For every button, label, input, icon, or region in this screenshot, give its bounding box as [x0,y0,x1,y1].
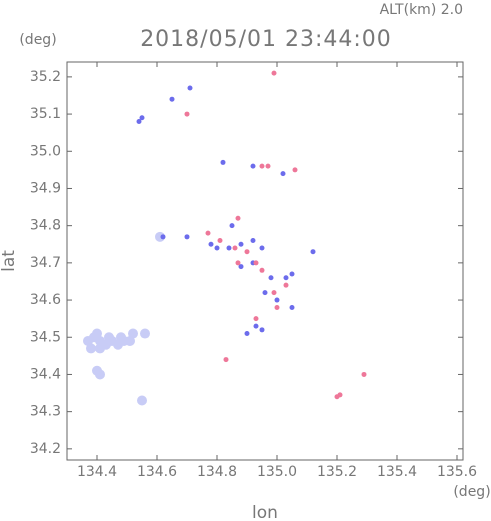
x-axis-label: lon [252,503,278,521]
x-tick-label: 135.4 [377,464,417,480]
y-tick-label: 35.1 [30,106,61,122]
y-unit: (deg) [19,32,56,48]
radar-echo [95,343,105,354]
x-tick-label: 135.0 [257,464,297,480]
radar-echo [217,238,223,244]
radar-echo [86,343,96,354]
radar-echo [268,275,274,281]
radar-echo [250,163,256,169]
radar-echo [226,245,232,251]
radar-echo [235,260,241,266]
y-tick-label: 34.8 [30,218,61,234]
radar-echo [214,245,220,251]
radar-echo [310,249,316,255]
x-tick-label: 135.6 [437,464,477,480]
radar-echo [283,275,289,281]
x-tick-label: 135.2 [317,464,357,480]
radar-echo [95,369,105,380]
radar-echo [259,327,265,333]
x-tick-label: 134.4 [77,464,117,480]
radar-echo [274,297,280,303]
radar-echo [235,215,241,221]
radar-echo [169,96,175,102]
radar-echo [253,316,259,322]
radar-echo [259,245,265,251]
radar-echo [265,163,271,169]
radar-echo [229,223,235,229]
x-tick-label: 134.8 [197,464,237,480]
plot-frame [66,61,464,461]
radar-echo [238,264,244,270]
radar-echo [361,371,367,377]
y-tick-label: 34.4 [30,366,61,382]
y-tick-label: 34.7 [30,255,61,271]
radar-echo [238,241,244,247]
radar-echo [223,357,229,363]
radar-echo [139,115,145,121]
radar-echo [136,119,142,125]
radar-echo [271,290,277,296]
radar-echo [220,159,226,165]
radar-echo [116,332,126,343]
radar-echo [244,249,250,255]
y-axis-label: lat [0,250,19,272]
radar-echo [289,271,295,277]
radar-echo [160,234,166,240]
radar-echo [259,163,265,169]
y-tick-label: 34.5 [30,329,61,345]
radar-echo [140,328,150,339]
radar-echo [104,332,114,343]
y-tick-label: 34.3 [30,404,61,420]
radar-echo [283,282,289,288]
y-tick-label: 34.6 [30,292,61,308]
y-tick-label: 35.2 [30,69,61,85]
radar-echo [262,290,268,296]
radar-echo [253,323,259,329]
subtitle: ALT(km) 2.0 [380,2,463,18]
radar-echo [205,230,211,236]
radar-echo [337,392,343,398]
radar-echo [271,70,277,76]
y-tick-label: 34.9 [30,180,61,196]
radar-echo [244,331,250,337]
radar-echo [128,328,138,339]
x-tick-label: 134.6 [137,464,177,480]
radar-echo [280,171,286,177]
radar-echo [155,231,165,242]
radar-echo [259,267,265,273]
radar-echo [92,328,102,339]
radar-echo [184,234,190,240]
radar-echo [137,395,147,406]
radar-echo [292,167,298,173]
y-tick-label: 34.2 [30,441,61,457]
radar-echo [208,241,214,247]
radar-echo [274,304,280,310]
radar-echo [250,238,256,244]
x-unit: (deg) [453,484,490,500]
y-tick-label: 35.0 [30,143,61,159]
radar-echo [289,304,295,310]
radar-echo [232,245,238,251]
radar-echo [187,85,193,91]
radar-echo [253,260,259,266]
chart-title: 2018/05/01 23:44:00 [140,27,392,52]
radar-echo [184,111,190,117]
